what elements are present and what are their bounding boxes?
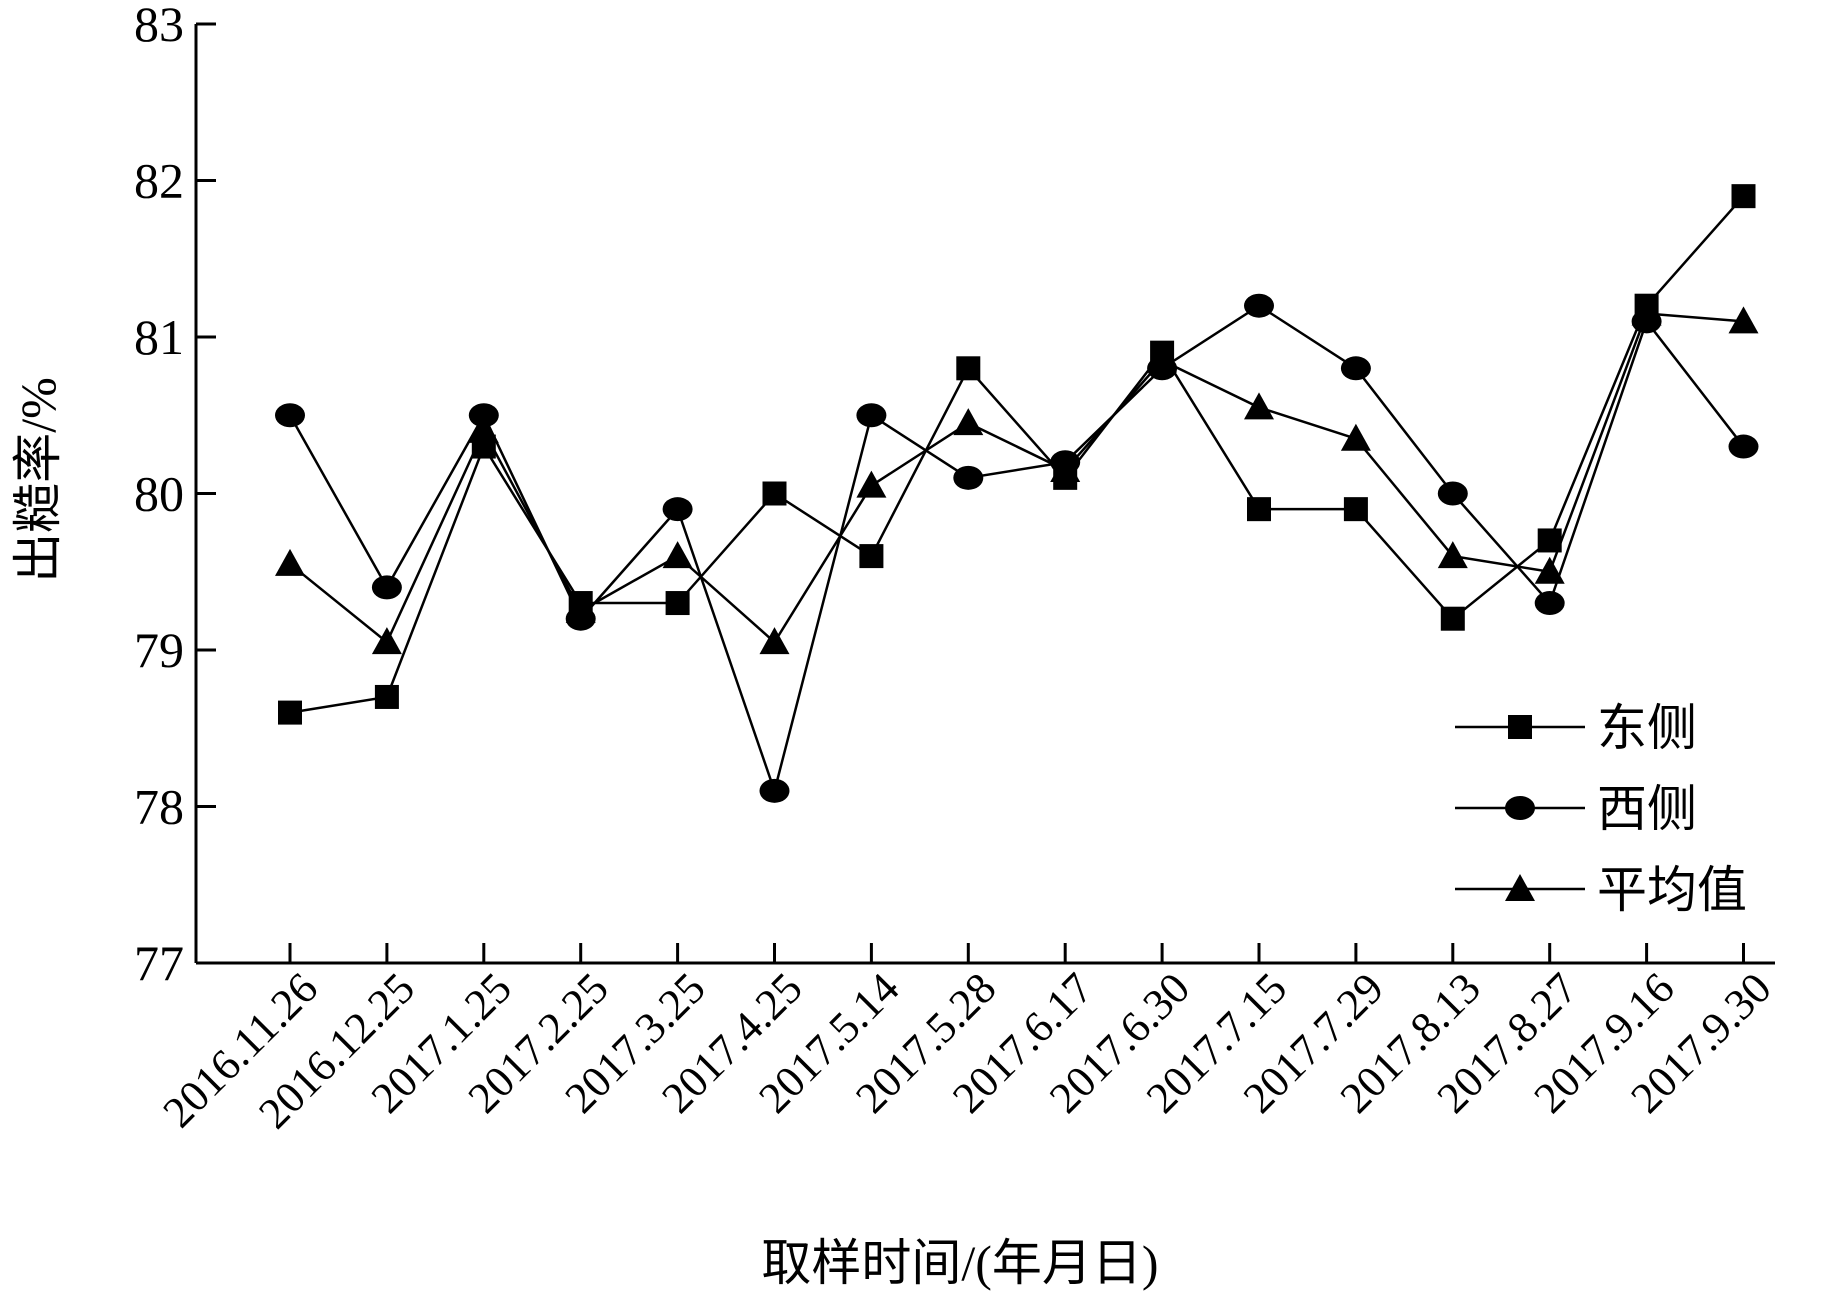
data-point-circle: [1244, 293, 1274, 318]
legend-marker-square: [1508, 715, 1532, 739]
data-point-circle: [1437, 481, 1468, 506]
data-point-triangle: [275, 548, 305, 576]
data-point-triangle: [1534, 556, 1565, 584]
data-point-square: [1247, 497, 1271, 522]
legend-item: 平均值: [1455, 862, 1747, 918]
y-tick-label: 77: [134, 935, 184, 991]
data-point-triangle: [1050, 455, 1081, 483]
data-point-circle: [275, 403, 305, 428]
data-point-triangle: [565, 595, 596, 623]
data-point-square: [762, 481, 787, 506]
y-tick-label: 78: [134, 779, 184, 835]
legend-label: 平均值: [1597, 862, 1747, 918]
data-point-circle: [953, 465, 984, 490]
data-point-triangle: [856, 470, 887, 498]
y-tick-label: 83: [134, 0, 184, 52]
y-tick-label: 79: [134, 622, 184, 678]
series-layer: [275, 184, 1759, 803]
y-tick-label: 80: [134, 466, 184, 522]
data-point-circle: [468, 403, 499, 428]
legend-marker-triangle: [1505, 874, 1535, 901]
data-point-circle: [1534, 591, 1565, 616]
data-point-triangle: [371, 627, 402, 655]
data-point-circle: [856, 403, 887, 428]
legend-label: 东侧: [1597, 700, 1697, 756]
data-point-square: [1343, 497, 1368, 522]
y-axis-title: 出糙率/%: [10, 377, 66, 583]
legend-marker-circle: [1505, 796, 1535, 820]
axes: [194, 24, 1775, 965]
data-point-triangle: [1437, 541, 1468, 569]
data-point-triangle: [953, 408, 984, 436]
data-point-triangle: [468, 415, 499, 443]
y-tick-label: 82: [134, 153, 184, 209]
legend-item: 西侧: [1455, 781, 1697, 837]
series-triangle: [275, 298, 1759, 655]
data-point-square: [859, 544, 884, 569]
data-point-circle: [1340, 356, 1371, 381]
legend-label: 西侧: [1597, 781, 1697, 837]
series-line: [288, 304, 1745, 796]
data-point-circle: [371, 575, 402, 600]
series-circle: [275, 293, 1759, 803]
x-axis-ticks: 2016.11.262016.12.252017.1.252017.2.2520…: [154, 943, 1781, 1138]
y-axis-ticks: 77 78 79 80 81 82 83: [134, 0, 216, 991]
legend-item: 东侧: [1455, 700, 1697, 756]
data-point-triangle: [662, 541, 693, 569]
data-point-square: [1731, 184, 1756, 209]
series-line: [289, 312, 1744, 645]
data-point-triangle: [1631, 298, 1662, 326]
data-point-triangle: [1244, 392, 1274, 420]
data-point-circle: [1728, 434, 1759, 459]
data-point-square: [1440, 606, 1465, 631]
series-square: [278, 184, 1756, 725]
y-tick-label: 81: [134, 309, 184, 365]
data-point-square: [278, 700, 302, 725]
data-point-triangle: [1147, 345, 1178, 373]
data-point-square: [665, 591, 690, 616]
data-point-triangle: [759, 627, 790, 655]
data-point-circle: [759, 778, 790, 803]
data-point-square: [956, 356, 981, 381]
series-line: [289, 195, 1745, 714]
x-axis-title: 取样时间/(年月日): [761, 1235, 1158, 1291]
data-point-triangle: [1340, 423, 1371, 451]
data-point-square: [374, 684, 399, 709]
data-point-triangle: [1728, 306, 1759, 334]
data-point-circle: [662, 497, 693, 522]
